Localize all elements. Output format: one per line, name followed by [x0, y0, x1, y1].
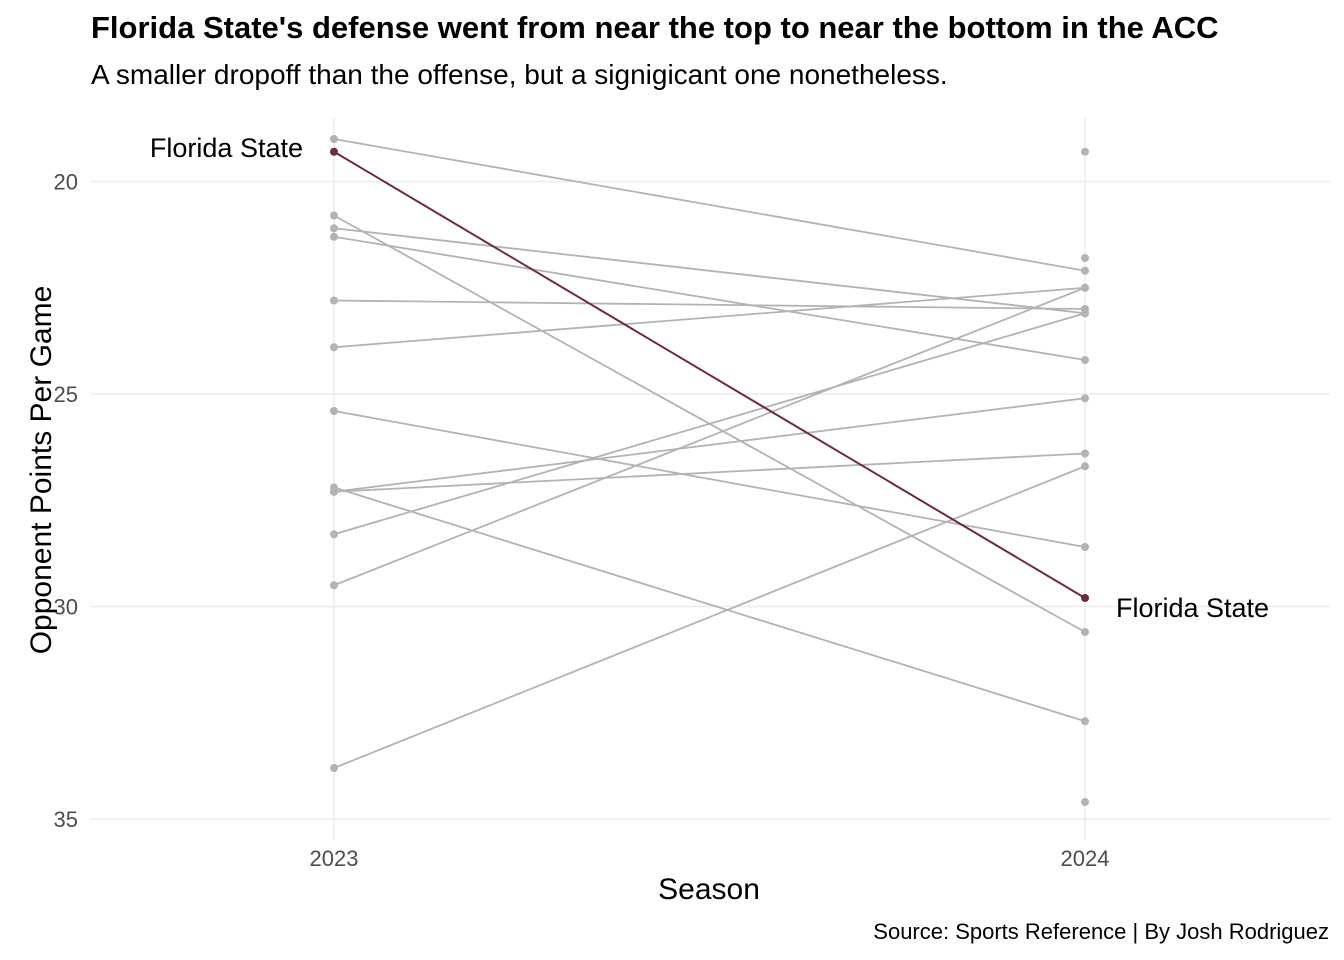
- team-point: [330, 581, 338, 590]
- highlight-team-line: [333, 150, 1086, 599]
- team-point: [330, 211, 338, 220]
- team-line: [333, 397, 1086, 493]
- team-point: [1081, 717, 1089, 726]
- team-point: [1081, 462, 1089, 471]
- team-labels: Florida State Florida State: [150, 133, 1269, 623]
- team-point: [330, 487, 338, 496]
- team-point: [1081, 309, 1089, 318]
- y-tick-label: 25: [54, 382, 78, 407]
- other-team-lines: [333, 138, 1086, 769]
- team-line: [333, 312, 1086, 536]
- highlight-team-points: [330, 147, 1089, 602]
- team-point: [330, 407, 338, 415]
- team-point: [330, 764, 338, 772]
- team-line: [333, 227, 1086, 315]
- y-tick-label: 20: [54, 170, 78, 195]
- team-point: [1081, 356, 1089, 364]
- team-point: [1081, 394, 1089, 403]
- team-line: [333, 410, 1086, 548]
- highlight-team-point: [1081, 594, 1089, 602]
- team-point: [1081, 283, 1089, 292]
- team-point: [330, 343, 338, 352]
- y-tick-label: 35: [54, 807, 78, 832]
- team-point: [1081, 449, 1089, 458]
- team-line: [333, 286, 1086, 349]
- y-tick-labels: 20 25 30 35: [54, 170, 78, 833]
- team-point: [330, 135, 338, 143]
- team-point: [1081, 543, 1089, 551]
- team-line: [333, 138, 1086, 272]
- other-team-points: [330, 135, 1089, 806]
- team-line: [333, 465, 1086, 769]
- team-point: [1081, 266, 1089, 275]
- team-label-2024: Florida State: [1116, 593, 1269, 623]
- team-point: [330, 224, 338, 233]
- x-tick-label: 2023: [310, 846, 359, 871]
- chart-subtitle: A smaller dropoff than the offense, but …: [91, 59, 948, 90]
- highlight-team-point: [330, 147, 338, 156]
- team-point: [1081, 628, 1089, 636]
- team-point: [330, 232, 338, 241]
- y-axis-label: Opponent Points Per Game: [25, 285, 58, 655]
- team-label-2023: Florida State: [150, 133, 303, 163]
- highlight-team-lines: [333, 150, 1086, 599]
- team-line: [333, 235, 1086, 361]
- team-point: [330, 530, 338, 539]
- team-line: [333, 452, 1086, 493]
- x-tick-labels: 2023 2024: [310, 846, 1110, 871]
- chart-title: Florida State's defense went from near t…: [91, 10, 1219, 45]
- y-tick-label: 30: [54, 595, 78, 620]
- x-axis-label: Season: [658, 873, 760, 906]
- team-point: [330, 296, 338, 305]
- team-line: [333, 486, 1086, 723]
- team-point: [1081, 254, 1089, 262]
- team-point: [1081, 798, 1089, 806]
- team-point: [1081, 147, 1089, 156]
- team-line: [333, 299, 1086, 310]
- team-line: [333, 286, 1086, 587]
- x-tick-label: 2024: [1061, 846, 1110, 871]
- chart-caption: Source: Sports Reference | By Josh Rodri…: [873, 919, 1329, 944]
